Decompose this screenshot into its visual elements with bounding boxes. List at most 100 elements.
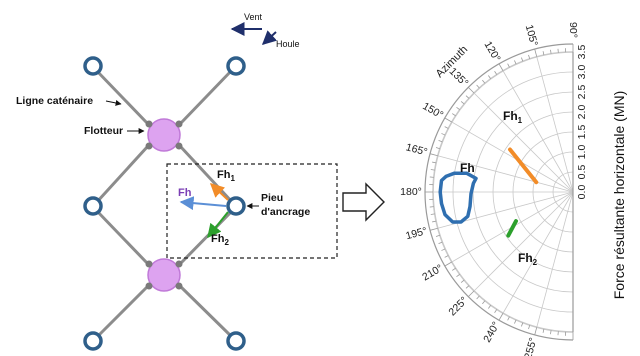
angle-tick-label: 240°: [481, 320, 502, 345]
angle-minor-tick: [528, 325, 531, 330]
fh2-label: Fh2: [211, 233, 229, 247]
angle-minor-tick: [514, 60, 517, 65]
angle-gridline: [502, 191, 574, 314]
fh1-arrow: [209, 183, 229, 201]
angle-minor-tick: [441, 133, 446, 136]
angle-minor-tick: [507, 316, 510, 321]
angle-minor-tick: [444, 117, 452, 123]
angle-minor-tick: [429, 227, 438, 231]
anchor-icon: [226, 56, 246, 76]
line-float2-ne: [178, 208, 235, 266]
fairlead-dots: [145, 120, 183, 290]
angle-gridline: [502, 70, 574, 193]
angle-minor-tick: [438, 140, 443, 143]
polar-series: [438, 147, 539, 238]
line-float2-nw: [94, 208, 150, 266]
float-label: Flotteur: [84, 125, 123, 137]
angle-gridline: [451, 121, 574, 193]
anchor-icon: [226, 196, 246, 216]
line-float1-ne: [178, 67, 235, 126]
swell-arrow-icon: [261, 30, 278, 45]
angle-minor-tick: [542, 51, 545, 56]
angle-minor-tick: [514, 319, 517, 324]
angle-minor-tick: [534, 48, 538, 57]
angle-tick-label: 180°: [400, 186, 422, 198]
anchor-icon: [83, 331, 103, 351]
angle-minor-tick: [444, 261, 452, 267]
radial-tick-label: 3.0: [576, 65, 588, 80]
angle-minor-tick: [498, 63, 504, 71]
angle-tick-label: 225°: [446, 294, 470, 318]
angle-minor-tick: [432, 220, 437, 223]
zoom-box: [166, 163, 338, 259]
series-fh-mark: [438, 171, 478, 224]
fh-label: Fh: [178, 187, 192, 199]
angle-minor-tick: [435, 147, 440, 150]
angle-minor-tick: [460, 101, 465, 105]
angle-tick-label: 210°: [420, 262, 445, 283]
angle-minor-tick: [521, 322, 524, 327]
angle-tick-label: 195°: [404, 225, 428, 242]
angle-tick-label: 150°: [420, 100, 445, 121]
float-bottom: [147, 258, 181, 292]
polar-fh-label: Fh: [460, 161, 475, 175]
radial-tick-label: 2.5: [576, 85, 588, 100]
angle-minor-tick: [435, 234, 440, 237]
angle-minor-tick: [456, 273, 460, 277]
fh-arrow: [179, 196, 227, 211]
radial-tick-label: 2.0: [576, 105, 588, 120]
radial-tick-label: 0.0: [576, 185, 588, 200]
polar-chart: 90°105°120°135°150°165°180°195°210°225°2…: [400, 22, 627, 356]
angle-minor-tick: [452, 267, 456, 271]
transition-arrow-icon: [342, 182, 385, 222]
wind-swell-indicator: Vent Houle: [230, 12, 300, 49]
angle-minor-tick: [521, 57, 524, 62]
angle-minor-tick: [482, 300, 486, 305]
angle-minor-tick: [476, 84, 480, 89]
angle-tick-label: 165°: [405, 141, 429, 158]
angle-minor-tick: [430, 213, 435, 215]
angle-tick-label: 105°: [523, 23, 540, 47]
angle-minor-tick: [444, 126, 449, 129]
angle-minor-tick: [441, 248, 446, 251]
line-float1-sw: [94, 144, 150, 205]
catenary-lines: [93, 67, 235, 340]
angle-gridline: [473, 92, 574, 193]
line-float1-nw: [93, 67, 150, 126]
angle-minor-tick: [534, 327, 538, 336]
angle-minor-tick: [528, 54, 531, 59]
angle-gridline: [536, 56, 574, 193]
radial-axis-label: Force résultante horizontale (MN): [611, 91, 627, 300]
angle-minor-tick: [438, 241, 443, 244]
polar-fh1-label: Fh1: [503, 109, 523, 125]
angle-minor-tick: [430, 169, 435, 171]
angle-gridline: [473, 191, 574, 292]
radial-tick-label: 1.0: [576, 145, 588, 160]
polar-radial-ticks: 0.0 0.5 1.0 1.5 2.0 2.5 3.0 3.5: [576, 45, 588, 200]
anchor-piles: [83, 56, 246, 351]
series-fh1-mark: [508, 147, 539, 185]
angle-tick-label: 255°: [522, 336, 539, 356]
line-float2-se: [178, 284, 235, 340]
catenary-label: Ligne caténaire: [16, 95, 93, 107]
polar-angle-ticks: 90°105°120°135°150°165°180°195°210°225°2…: [400, 22, 579, 356]
angle-tick-label: 120°: [482, 39, 503, 64]
wind-label: Vent: [244, 12, 263, 22]
angle-minor-tick: [468, 87, 475, 94]
fh2-arrow: [207, 211, 229, 239]
angle-gridline: [437, 155, 574, 193]
anchor-icon: [226, 331, 246, 351]
angle-tick-label: 90°: [567, 22, 579, 38]
anchor-icon: [83, 196, 103, 216]
angle-minor-tick: [482, 79, 486, 84]
angle-minor-tick: [456, 107, 460, 111]
angle-minor-tick: [476, 295, 480, 300]
anchor-label: Pieu d'ancrage: [261, 192, 310, 218]
angle-minor-tick: [444, 255, 449, 258]
radial-tick-label: 3.5: [576, 45, 588, 60]
angle-minor-tick: [465, 285, 470, 289]
mooring-diagram: Vent Houle Ligne caténaire Flotteur Fh F…: [16, 12, 338, 351]
angle-minor-tick: [429, 153, 438, 157]
angle-minor-tick: [460, 279, 465, 283]
